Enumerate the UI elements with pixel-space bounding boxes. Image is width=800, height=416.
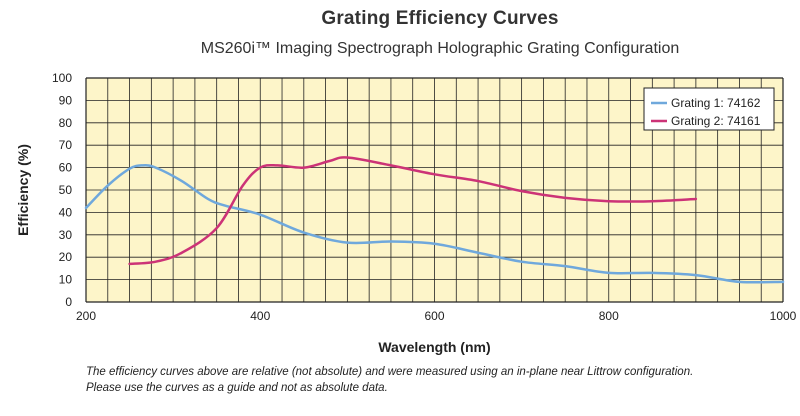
y-tick-label: 30 (59, 228, 73, 242)
y-tick-label: 10 (59, 273, 73, 287)
y-tick-label: 100 (52, 71, 72, 85)
y-tick-label: 70 (59, 138, 73, 152)
series-line-2 (128, 156, 698, 266)
grid (85, 77, 784, 303)
y-axis-title: Efficiency (%) (15, 144, 31, 236)
y-tick-label: 90 (59, 93, 73, 107)
x-tick-label: 200 (76, 309, 96, 323)
legend-label-1: Grating 1: 74162 (671, 96, 761, 110)
chart-title: Grating Efficiency Curves (321, 8, 559, 29)
x-axis-title: Wavelength (nm) (378, 339, 490, 355)
legend-box (643, 87, 775, 131)
x-tick-label: 800 (599, 309, 619, 323)
y-tick-label: 40 (59, 205, 73, 219)
footnote-line-1: The efficiency curves above are relative… (86, 366, 694, 378)
x-tick-label: 1000 (770, 309, 797, 323)
footnote-line-2: Please use the curves as a guide and not… (86, 382, 388, 394)
series-layer (84, 156, 785, 284)
legend-label-2: Grating 2: 74161 (671, 114, 761, 128)
y-tick-label: 0 (65, 295, 72, 309)
y-tick-label: 20 (59, 250, 73, 264)
chart-subtitle: MS260i™ Imaging Spectrograph Holographic… (200, 40, 680, 57)
x-tick-label: 600 (424, 309, 444, 323)
x-tick-label: 400 (250, 309, 270, 323)
legend: Grating 1: 74162 Grating 2: 74161 (643, 87, 775, 131)
y-tick-label: 80 (59, 116, 73, 130)
tick-labels: 200 400 600 800 1000 0 10 20 30 40 50 60 70 80 90 100 (52, 71, 797, 323)
y-tick-label: 60 (59, 161, 73, 175)
y-tick-label: 50 (59, 183, 73, 197)
series-line-1 (84, 164, 785, 284)
